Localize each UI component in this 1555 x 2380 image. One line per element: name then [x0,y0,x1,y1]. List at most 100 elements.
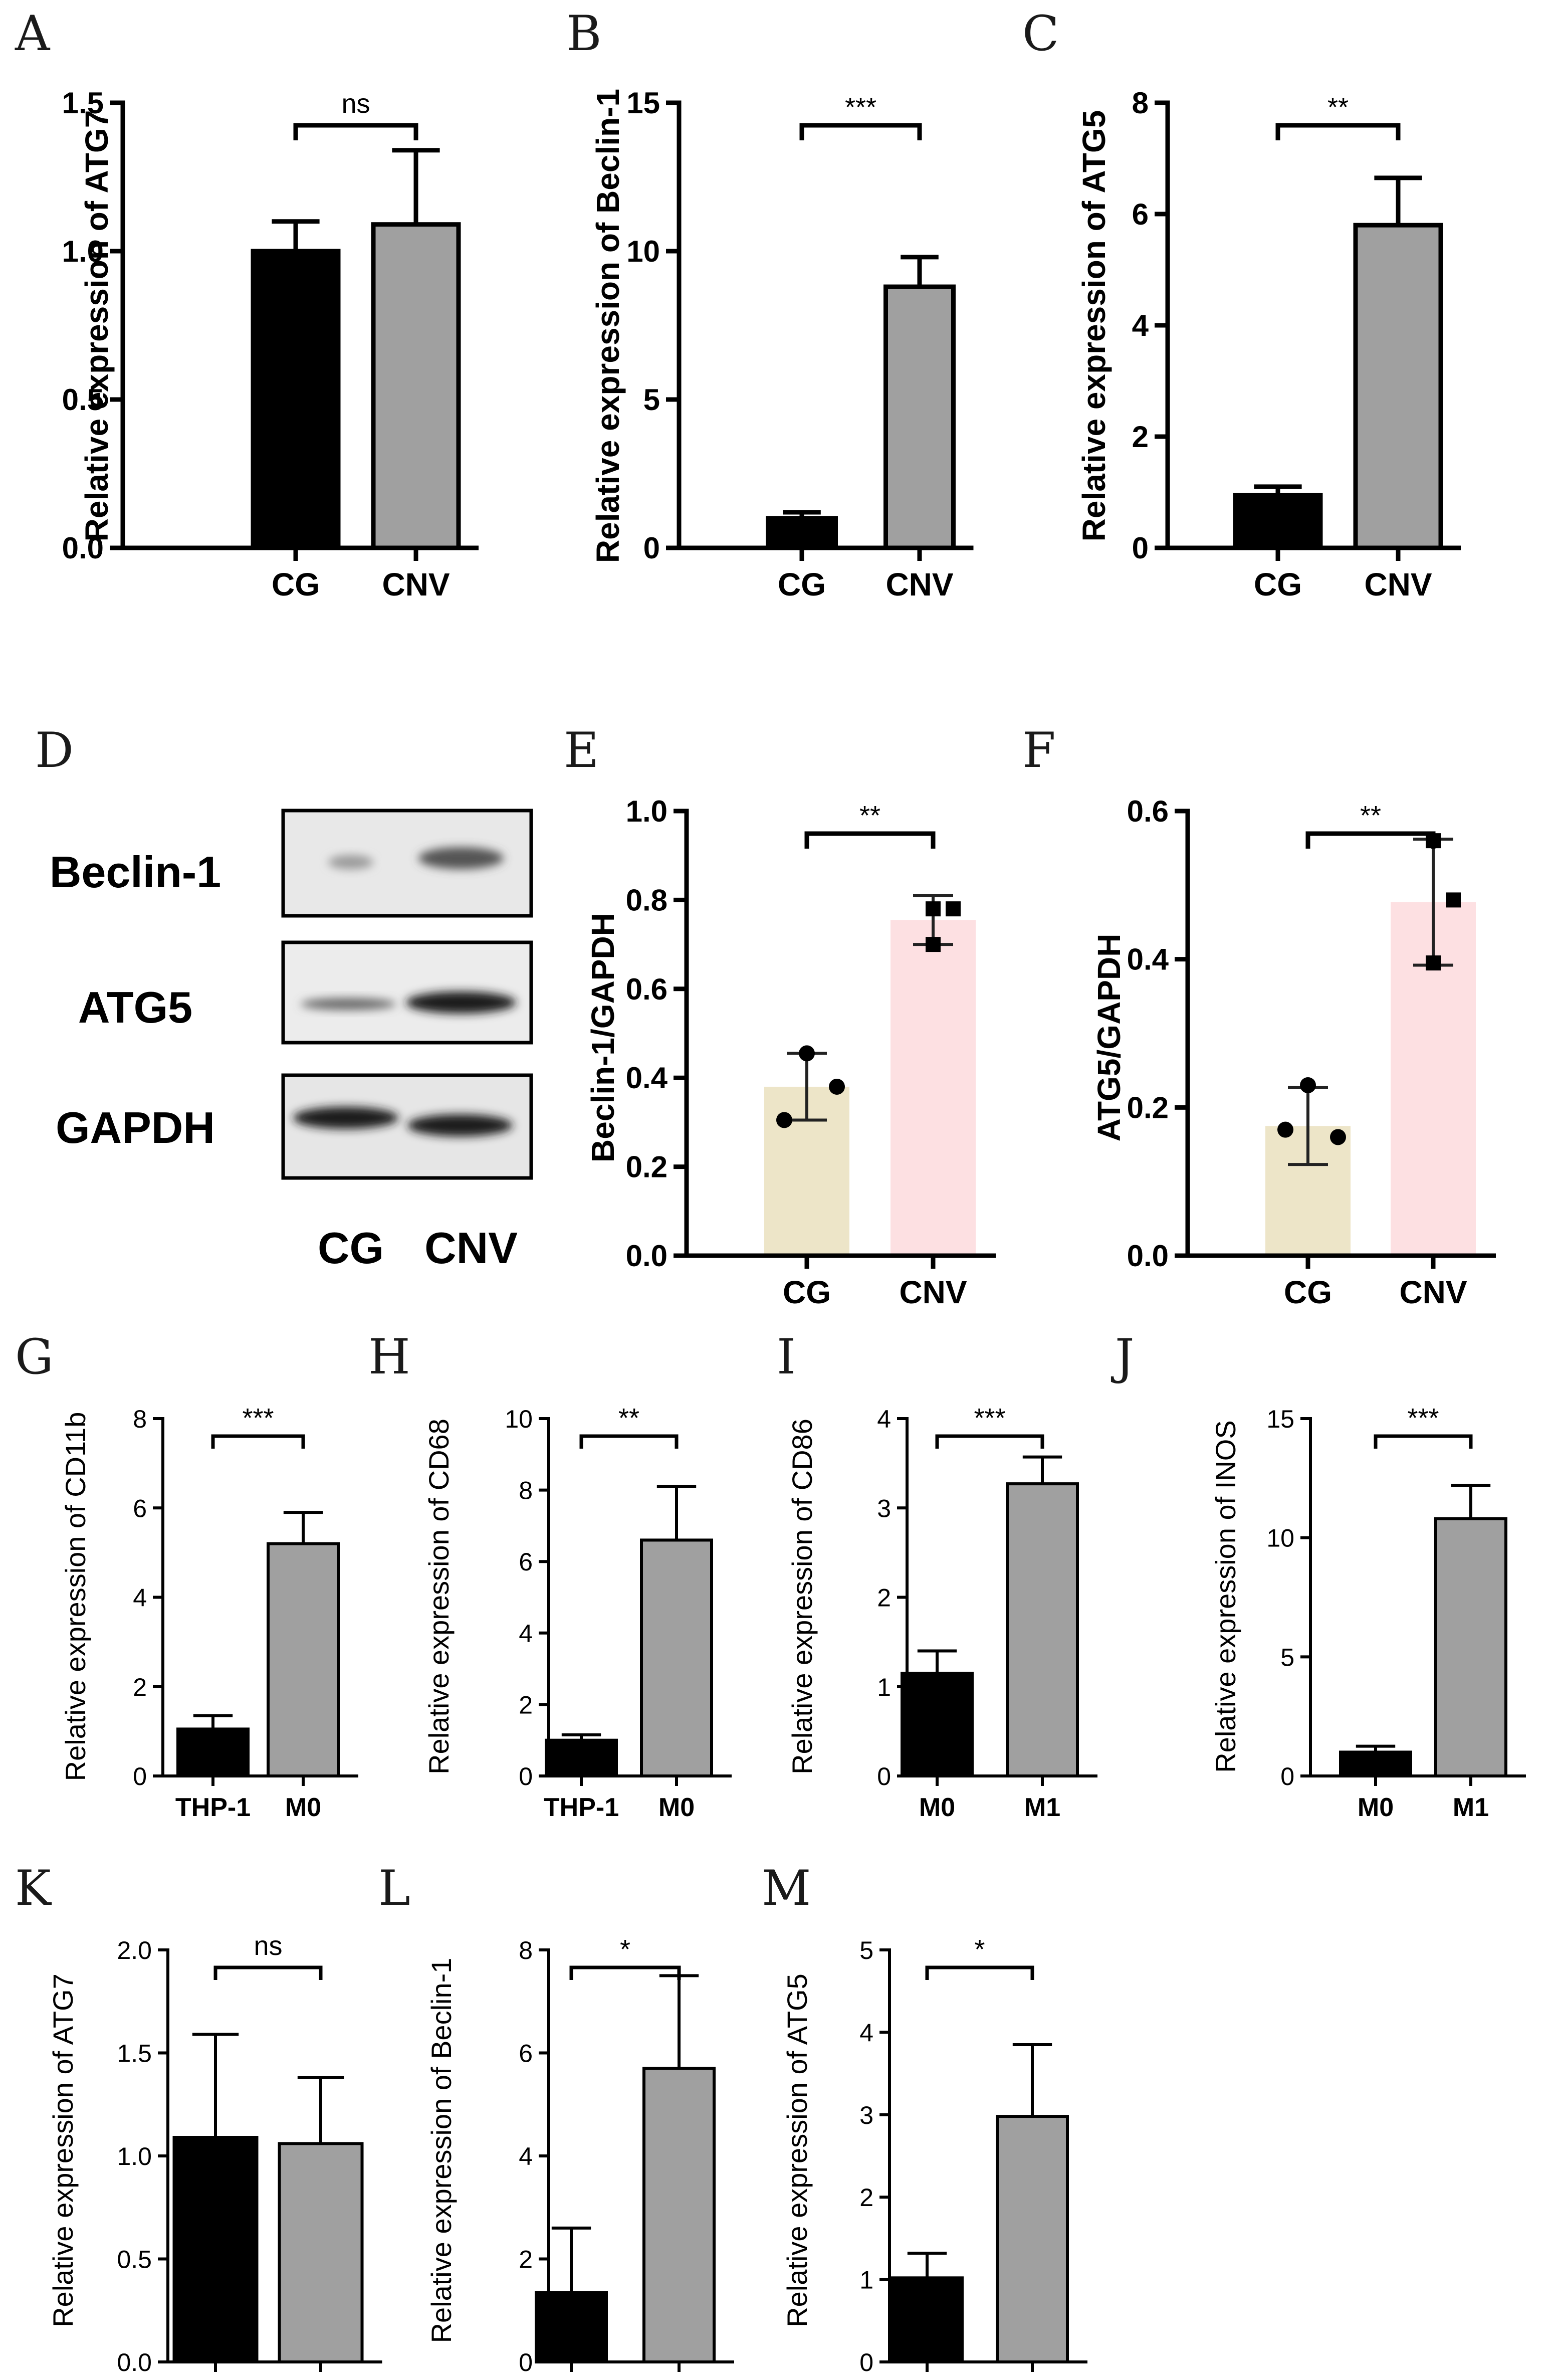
x-tick-label: CNV [885,566,953,603]
y-tick-label: 10 [626,235,660,268]
y-tick-label: 0.0 [626,1239,668,1273]
y-tick-label: 15 [1266,1405,1294,1433]
x-tick-label: M1 [303,2379,339,2380]
y-tick-label: 4 [519,2142,533,2170]
y-tick-label: 2 [1132,420,1149,454]
x-tick-label: M1 [1014,2379,1050,2380]
y-tick-label: 3 [859,2101,873,2129]
y-axis-label: Relative expression of CD11b [60,1412,91,1781]
significance-label: ** [618,1403,639,1433]
y-axis-label: Relative expression of ATG5 [1076,110,1112,542]
bar-m1 [1006,1482,1079,1778]
blot-band [406,991,516,1014]
y-tick-label: 0.4 [1127,943,1169,976]
y-tick-label: 2 [519,1691,533,1719]
y-tick-label: 8 [519,1477,533,1505]
bar-m0 [535,2291,608,2364]
y-tick-label: 0.6 [1127,795,1169,828]
blot-band [418,847,504,869]
y-tick-label: 2 [877,1584,891,1612]
y-axis-label: Relative expression of ATG7 [47,1973,79,2327]
panel-label-L: L [378,1860,410,1916]
y-tick-label: 2 [859,2184,873,2212]
y-tick-label: 0 [877,1762,891,1791]
y-tick-label: 1.0 [62,235,104,268]
bar-m0 [891,2276,964,2364]
blot-box-atg5 [281,940,533,1045]
data-point [926,901,941,917]
y-tick-label: 10 [1266,1524,1294,1552]
significance-label: ** [1327,92,1349,122]
x-tick-label: M0 [553,2379,589,2380]
bar-cg [251,249,341,550]
y-tick-label: 0.0 [1127,1239,1169,1273]
bar-cnv [1353,223,1443,550]
chart-panel-e: E Beclin-1/GAPDH CG CNV 0.0 0.2 0.4 0.6 0.8 1.0 ** [564,722,996,1310]
blot-box-beclin [281,809,533,918]
panel-label-D: D [35,722,74,778]
chart-panel-f: F ATG5/GAPDH CG CNV 0.0 0.2 0.4 0.6 ** [1022,722,1496,1310]
bar-cg [1233,493,1323,550]
bar-m1 [996,2115,1069,2363]
data-point [829,1078,845,1095]
blot-band [301,998,396,1010]
y-tick-label: 4 [1132,309,1149,342]
significance-bracket [799,123,922,140]
significance-label: ns [341,89,370,119]
y-axis-label: Relative expression of ATG5 [781,1973,813,2327]
panel-label-M: M [762,1860,811,1916]
y-tick-label: 0 [519,2348,533,2376]
x-tick-label: M1 [1024,1793,1060,1822]
y-tick-label: 1 [877,1673,891,1701]
y-tick-label: 15 [626,86,660,120]
data-point [926,937,941,952]
y-tick-label: 5 [1280,1643,1294,1671]
data-point [776,1112,792,1128]
significance-bracket [804,831,936,849]
data-point [1446,892,1461,908]
significance-bracket [1275,123,1401,140]
x-tick-label: M1 [661,2379,697,2380]
y-tick-label: 2 [519,2246,533,2274]
y-tick-label: 0 [859,2348,873,2376]
significance-label: * [620,1934,630,1964]
y-tick-label: 0.5 [62,383,104,417]
y-axis-label: Relative expression of INOS [1210,1420,1241,1772]
x-tick-label: THP-1 [544,1793,619,1822]
bar-cnv [883,284,956,550]
data-point [946,901,961,917]
x-tick-label: CG [272,566,320,603]
blot-lane-label: CNV [424,1223,518,1273]
y-tick-label: 1.0 [626,795,668,828]
blot-band [328,855,373,869]
x-tick-label: CG [783,1274,831,1310]
chart-panel-l: L Relative expression of Beclin-1 M0 M1 0 2 4 6… [378,1860,734,2380]
y-axis-label: Relative expression of CD86 [786,1419,818,1774]
significance-label: ** [1360,801,1381,831]
data-point [1330,1129,1346,1145]
significance-bracket [935,1434,1044,1449]
y-tick-label: 0.5 [117,2246,152,2274]
significance-label: *** [974,1403,1005,1433]
panel-label-G: G [15,1329,54,1385]
y-tick-label: 6 [133,1494,147,1522]
y-tick-label: 4 [859,2019,873,2047]
y-tick-label: 0.0 [117,2348,152,2376]
x-tick-label: CNV [382,566,450,603]
chart-panel-c: C Relative expression of ATG5 CG CNV 0 2 4 6 8 ** [1022,6,1461,603]
significance-bracket [1305,831,1436,849]
chart-panel-a: A Relative expression of ATG7 CG CNV 0.0 0.5 1… [15,6,479,603]
y-tick-label: 0.0 [62,531,104,565]
y-tick-label: 0 [519,1762,533,1791]
x-tick-label: M0 [909,2379,945,2380]
x-tick-label: M0 [658,1793,695,1822]
y-tick-label: 0.8 [626,883,668,917]
significance-label: *** [845,92,876,122]
y-tick-label: 8 [519,1936,533,1964]
x-tick-label: CG [1284,1274,1332,1310]
y-tick-label: 2 [133,1673,147,1701]
significance-bracket [925,1965,1034,1980]
panel-label-F: F [1022,722,1056,778]
